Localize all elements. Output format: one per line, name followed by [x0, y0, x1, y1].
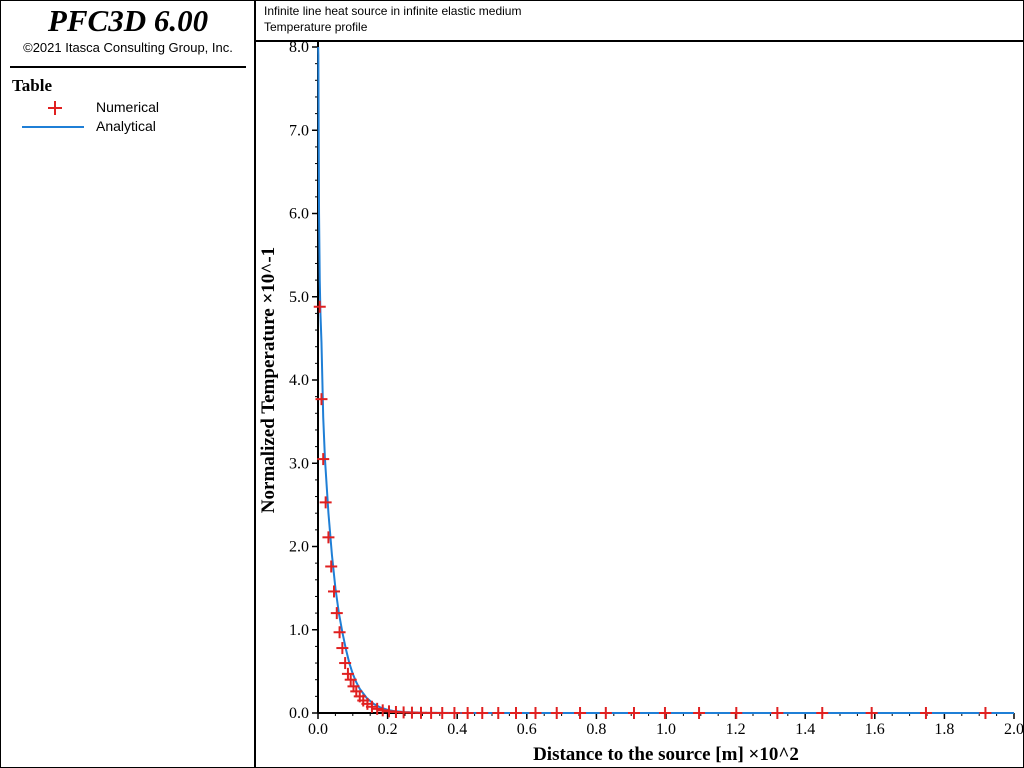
y-tick-label: 2.0 [289, 539, 309, 556]
data-point-numerical [328, 585, 341, 598]
line-swatch-icon [22, 126, 84, 128]
data-point-numerical [365, 700, 378, 713]
x-tick-label: 0.2 [378, 721, 398, 738]
legend-divider [10, 66, 246, 68]
copyright-text: ©2021 Itasca Consulting Group, Inc. [23, 40, 233, 55]
data-point-numerical [865, 707, 878, 719]
data-point-numerical [476, 707, 489, 719]
plot-title: Infinite line heat source in infinite el… [264, 4, 522, 18]
app-title: PFC3D 6.00 [47, 3, 209, 38]
x-tick-label: 1.2 [726, 721, 746, 738]
y-tick-label: 4.0 [289, 372, 309, 389]
data-point-numerical [330, 607, 343, 620]
data-point-numerical [979, 707, 992, 719]
data-point-numerical [322, 531, 335, 544]
data-point-numerical [816, 707, 829, 719]
data-point-numerical [371, 702, 384, 715]
y-tick-label: 7.0 [289, 122, 309, 139]
data-point-numerical [919, 707, 932, 719]
data-point-numerical [599, 707, 612, 719]
data-point-numerical [771, 707, 784, 719]
data-point-numerical [436, 707, 449, 719]
x-tick-label: 0.8 [586, 721, 606, 738]
y-tick-label: 5.0 [289, 289, 309, 306]
y-tick-label: 1.0 [289, 622, 309, 639]
data-point-numerical [315, 393, 328, 406]
data-point-numerical [325, 560, 338, 573]
data-point-numerical [693, 707, 706, 719]
legend-panel: PFC3D 6.00 ©2021 Itasca Consulting Group… [0, 0, 256, 768]
x-tick-label: 0.6 [517, 721, 537, 738]
x-tick-label: 0.4 [447, 721, 467, 738]
data-point-numerical [510, 707, 523, 719]
data-point-numerical [313, 300, 326, 313]
x-tick-label: 1.4 [795, 721, 815, 738]
data-point-numerical [333, 626, 346, 639]
legend-label: Numerical [96, 99, 160, 115]
y-tick-label: 6.0 [289, 206, 309, 223]
series-line-analytical [317, 46, 1014, 714]
data-point-numerical [574, 707, 587, 719]
legend-title: Table [12, 76, 53, 95]
plot-header: Infinite line heat source in infinite el… [256, 0, 1024, 42]
data-point-numerical [448, 707, 461, 719]
x-tick-label: 2.0 [1004, 721, 1024, 738]
plus-marker-icon [48, 101, 62, 115]
data-point-numerical [319, 496, 332, 509]
data-point-numerical [492, 707, 505, 719]
plot-subtitle: Temperature profile [264, 20, 368, 34]
x-tick-label: 1.6 [865, 721, 885, 738]
data-point-numerical [658, 707, 671, 719]
x-axis-label: Distance to the source [m] ×10^2 [533, 744, 799, 765]
data-point-numerical [415, 706, 428, 719]
data-point-numerical [425, 706, 438, 719]
y-tick-label: 8.0 [289, 42, 309, 56]
data-point-numerical [339, 657, 352, 670]
legend-item-analytical: Analytical [22, 118, 222, 136]
y-axis-label: Normalized Temperature ×10^-1 [258, 247, 279, 513]
data-point-numerical [344, 673, 357, 686]
data-point-numerical [627, 707, 640, 719]
data-point-numerical [341, 667, 354, 680]
temperature-chart: 0.0 1.0 2.0 3.0 4.0 5.0 6.0 7.0 8.0 0.0 0.2 0.4 0.6 0… [258, 42, 1024, 765]
data-point-numerical [461, 707, 474, 719]
data-point-numerical [550, 707, 563, 719]
y-tick-label: 0.0 [289, 705, 309, 722]
x-tick-label: 1.8 [934, 721, 954, 738]
legend-label: Analytical [96, 118, 156, 134]
legend-item-numerical: Numerical [22, 99, 222, 117]
y-tick-label: 3.0 [289, 455, 309, 472]
data-point-numerical [317, 453, 330, 466]
x-tick-label: 0.0 [308, 721, 328, 738]
data-point-numerical [730, 707, 743, 719]
data-point-numerical [336, 642, 349, 655]
data-point-numerical [529, 707, 542, 719]
x-tick-label: 1.0 [656, 721, 676, 738]
